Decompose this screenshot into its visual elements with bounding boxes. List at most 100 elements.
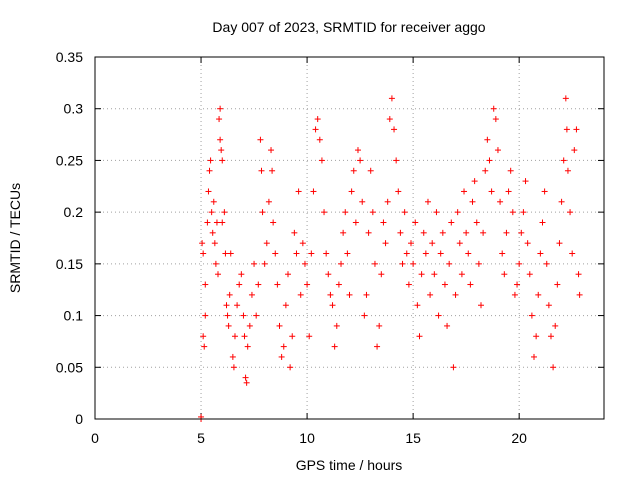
data-point bbox=[202, 281, 209, 288]
data-point bbox=[306, 333, 313, 340]
data-point bbox=[533, 333, 540, 340]
data-point bbox=[255, 281, 262, 288]
data-point bbox=[439, 229, 446, 236]
data-point bbox=[205, 188, 212, 195]
data-point bbox=[350, 167, 357, 174]
data-point bbox=[236, 281, 243, 288]
x-tick-label: 20 bbox=[511, 430, 527, 446]
x-tick-label: 10 bbox=[299, 430, 315, 446]
y-tick-label: 0.2 bbox=[64, 204, 84, 220]
chart-title: Day 007 of 2023, SRMTID for receiver agg… bbox=[212, 19, 485, 35]
data-point bbox=[212, 260, 219, 267]
data-point bbox=[259, 209, 266, 216]
data-points bbox=[198, 95, 583, 422]
data-point bbox=[420, 229, 427, 236]
data-point bbox=[545, 302, 552, 309]
data-point bbox=[200, 250, 207, 257]
data-point bbox=[274, 281, 281, 288]
data-point bbox=[310, 188, 317, 195]
data-point bbox=[416, 333, 423, 340]
y-tick-label: 0.35 bbox=[56, 49, 83, 65]
data-point bbox=[541, 188, 548, 195]
data-point bbox=[422, 250, 429, 257]
data-point bbox=[524, 240, 531, 247]
data-point bbox=[238, 271, 245, 278]
data-point bbox=[361, 312, 368, 319]
data-point bbox=[380, 219, 387, 226]
data-point bbox=[564, 167, 571, 174]
x-axis-label: GPS time / hours bbox=[296, 457, 403, 473]
data-point bbox=[497, 198, 504, 205]
data-point bbox=[210, 198, 217, 205]
data-point bbox=[299, 240, 306, 247]
data-point bbox=[199, 240, 206, 247]
data-point bbox=[501, 271, 508, 278]
data-point bbox=[448, 219, 455, 226]
data-point bbox=[537, 250, 544, 257]
data-point bbox=[522, 178, 529, 185]
data-point bbox=[219, 219, 226, 226]
plot-frame bbox=[94, 56, 605, 420]
data-point bbox=[509, 209, 516, 216]
data-point bbox=[338, 260, 345, 267]
data-point bbox=[535, 291, 542, 298]
y-tick-label: 0 bbox=[75, 411, 83, 427]
data-point bbox=[316, 136, 323, 143]
data-point bbox=[386, 116, 393, 123]
data-point bbox=[393, 157, 400, 164]
data-point bbox=[218, 147, 225, 154]
data-point bbox=[333, 322, 340, 329]
data-point bbox=[431, 271, 438, 278]
data-point bbox=[327, 291, 334, 298]
data-point bbox=[325, 271, 332, 278]
data-point bbox=[492, 116, 499, 123]
data-point bbox=[552, 322, 559, 329]
data-point bbox=[367, 167, 374, 174]
data-point bbox=[531, 353, 538, 360]
data-point bbox=[528, 312, 535, 319]
data-point bbox=[563, 126, 570, 133]
data-point bbox=[490, 105, 497, 112]
data-point bbox=[516, 260, 523, 267]
data-point bbox=[461, 188, 468, 195]
data-point bbox=[486, 157, 493, 164]
data-point bbox=[369, 209, 376, 216]
data-point bbox=[301, 260, 308, 267]
data-point bbox=[469, 198, 476, 205]
data-point bbox=[458, 271, 465, 278]
data-point bbox=[539, 219, 546, 226]
data-point bbox=[234, 302, 241, 309]
data-point bbox=[576, 291, 583, 298]
data-point bbox=[323, 250, 330, 257]
data-point bbox=[454, 209, 461, 216]
data-point bbox=[511, 291, 518, 298]
data-point bbox=[403, 250, 410, 257]
data-point bbox=[378, 271, 385, 278]
data-point bbox=[547, 333, 554, 340]
data-point bbox=[382, 240, 389, 247]
y-tick-label: 0.05 bbox=[56, 359, 83, 375]
data-point bbox=[520, 209, 527, 216]
data-point bbox=[291, 229, 298, 236]
data-point bbox=[482, 167, 489, 174]
data-point bbox=[424, 198, 431, 205]
y-tick-label: 0.3 bbox=[64, 101, 84, 117]
axis-ticks bbox=[94, 56, 604, 420]
data-point bbox=[268, 147, 275, 154]
data-point bbox=[571, 147, 578, 154]
data-point bbox=[219, 157, 226, 164]
data-point bbox=[554, 281, 561, 288]
data-point bbox=[342, 209, 349, 216]
data-point bbox=[488, 188, 495, 195]
data-point bbox=[569, 250, 576, 257]
data-point bbox=[241, 333, 248, 340]
data-point bbox=[227, 250, 234, 257]
data-point bbox=[441, 281, 448, 288]
data-point bbox=[507, 167, 514, 174]
y-tick-label: 0.25 bbox=[56, 152, 83, 168]
data-point bbox=[248, 291, 255, 298]
data-point bbox=[550, 364, 557, 371]
data-point bbox=[321, 209, 328, 216]
data-point bbox=[446, 260, 453, 267]
data-point bbox=[514, 281, 521, 288]
